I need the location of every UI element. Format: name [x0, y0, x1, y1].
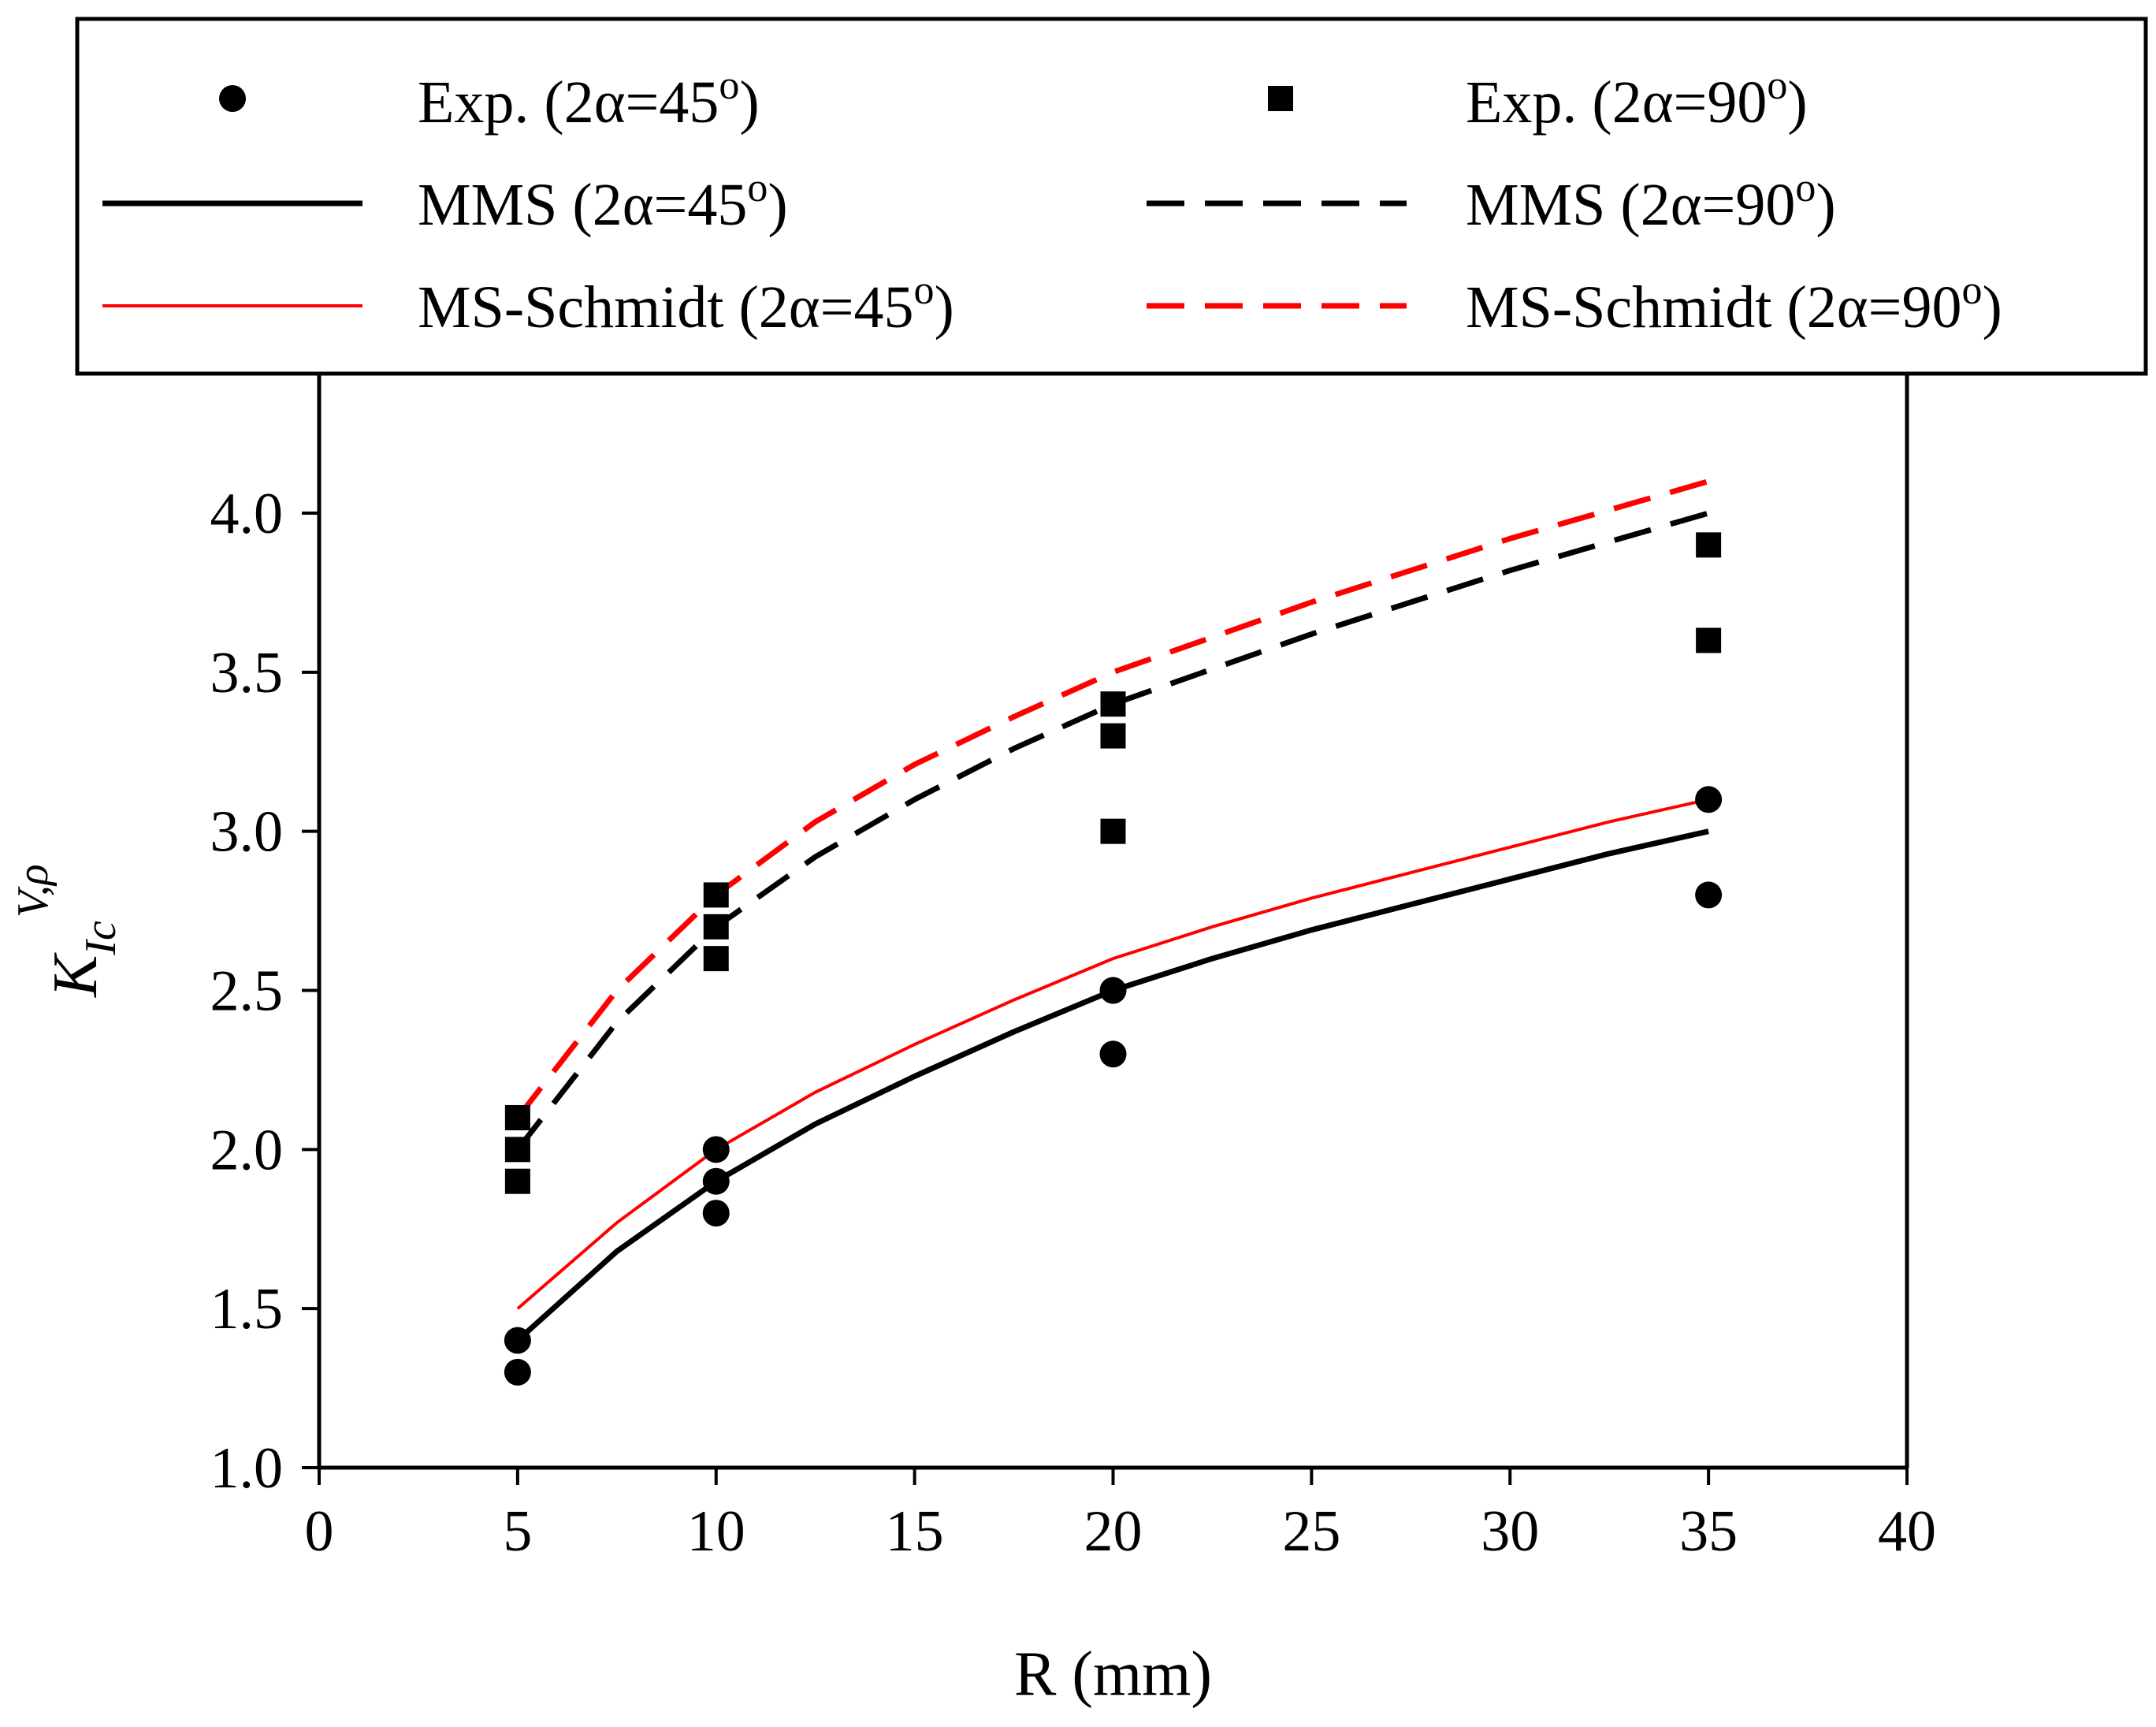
y-tick-label: 3.5: [210, 641, 284, 705]
y-tick-label: 3.0: [210, 800, 284, 865]
circle-marker-point: [702, 1167, 730, 1195]
y-tick-label: 1.0: [210, 1436, 284, 1501]
square-marker-point: [504, 1137, 530, 1163]
circle-marker-point: [1695, 881, 1723, 909]
x-tick-label: 5: [503, 1499, 532, 1564]
legend-label: MS-Schmidt (2α=45o): [418, 268, 954, 341]
series-line-2: [515, 828, 1709, 1343]
y-tick-label: 2.0: [210, 1118, 284, 1182]
svg-text:KIcV,ρ: KIc V,ρ: [9, 864, 125, 998]
x-tick-label: 35: [1679, 1499, 1738, 1564]
square-marker-point: [1100, 723, 1126, 749]
circle-marker-point: [702, 1136, 730, 1163]
axes: 0 5 10 15 20 25 30 35 40 1.0 1.5 2.0 2.5 3.0 3.5 4.0: [210, 355, 1936, 1564]
plot-area: [504, 478, 1723, 1386]
square-marker-point: [703, 914, 729, 940]
square-marker-point: [1100, 818, 1126, 844]
square-marker-point: [703, 882, 729, 908]
y-axis-title-superscript: V,ρ: [9, 864, 58, 917]
circle-marker-point: [504, 1358, 531, 1386]
legend-label: Exp. (2α=45o): [418, 63, 760, 136]
legend-square-marker: [1268, 86, 1293, 111]
legend-circle-marker: [219, 85, 246, 112]
square-marker-point: [1696, 532, 1722, 558]
y-tick-label: 1.5: [210, 1277, 284, 1342]
x-tick-label: 20: [1084, 1499, 1143, 1564]
y-tick-label: 2.5: [210, 959, 284, 1024]
circle-marker-point: [1099, 1040, 1127, 1068]
series-line-5: [515, 478, 1710, 1120]
legend-box: [75, 17, 2148, 376]
square-marker-point: [1100, 691, 1126, 717]
square-marker-point: [504, 1168, 530, 1194]
x-tick-label: 10: [687, 1499, 745, 1564]
legend-label: MMS (2α=90o): [1466, 166, 1836, 238]
square-marker-point: [703, 946, 729, 972]
circle-marker-point: [702, 1200, 730, 1227]
x-tick-label: 25: [1282, 1499, 1340, 1564]
circle-marker-point: [504, 1327, 531, 1354]
circle-marker-point: [1695, 786, 1723, 813]
legend: Exp. (2α=45o) MMS (2α=45o) MS-Schmidt (2α=…: [75, 17, 2148, 376]
y-axis-title-base: K: [41, 952, 110, 998]
square-marker-point: [1696, 627, 1722, 653]
x-tick-label: 0: [305, 1499, 334, 1564]
square-marker-point: [504, 1104, 530, 1130]
x-tick-label: 30: [1481, 1499, 1539, 1564]
y-axis-title-subscript: Ic: [76, 921, 125, 956]
circle-marker-point: [1099, 977, 1127, 1004]
axis-titles: R (mm) KIc V,ρ: [9, 864, 1212, 1709]
legend-label: MS-Schmidt (2α=90o): [1466, 268, 2002, 341]
legend-label: Exp. (2α=90o): [1466, 63, 1808, 136]
y-tick-label: 4.0: [210, 482, 284, 546]
x-tick-label: 40: [1878, 1499, 1936, 1564]
x-tick-label: 15: [886, 1499, 944, 1564]
x-axis-title: R (mm): [1014, 1640, 1212, 1709]
y-axis-title: KIc V,ρ: [9, 864, 125, 998]
legend-label: MMS (2α=45o): [418, 166, 788, 238]
